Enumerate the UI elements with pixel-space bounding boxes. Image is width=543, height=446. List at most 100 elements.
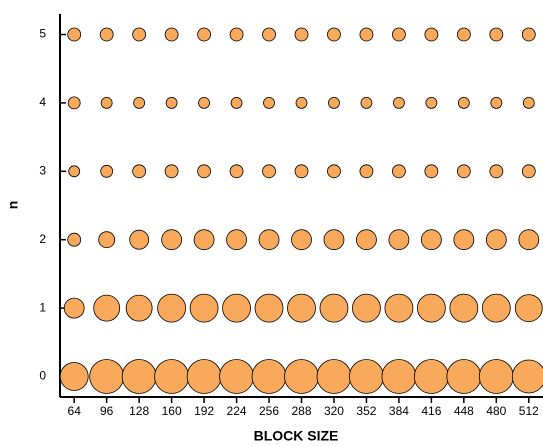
bubble	[319, 293, 349, 323]
bubble	[360, 97, 373, 109]
bubble	[197, 164, 211, 179]
bubble	[294, 164, 309, 179]
bubble	[93, 294, 121, 322]
x-tick-label: 320	[324, 404, 344, 418]
bubble	[489, 164, 504, 179]
y-tick-label: 1	[39, 300, 46, 314]
bubble	[67, 232, 82, 247]
x-tick-label: 384	[389, 404, 409, 418]
bubble	[63, 297, 85, 319]
bubble	[457, 97, 470, 109]
bubble	[521, 164, 536, 179]
x-tick-label: 224	[227, 404, 247, 418]
bubble	[287, 293, 316, 323]
bubble	[100, 164, 114, 178]
y-axis-label: n	[5, 201, 21, 210]
x-tick-label: 416	[421, 404, 441, 418]
bubble	[219, 359, 254, 394]
bubble	[198, 97, 210, 109]
bubble	[481, 293, 511, 323]
bubble	[254, 293, 284, 323]
bubble	[328, 97, 340, 109]
bubble	[511, 359, 543, 394]
bubble	[230, 97, 243, 109]
x-tick-label: 96	[100, 404, 114, 418]
bubble	[485, 229, 507, 251]
x-tick-label: 192	[194, 404, 214, 418]
bubble	[327, 27, 341, 42]
bubble	[68, 165, 81, 178]
bubble	[478, 359, 514, 394]
x-tick-label: 64	[68, 404, 82, 418]
bubble	[356, 229, 377, 251]
y-tick-label: 5	[39, 27, 46, 41]
x-axis-label: BLOCK SIZE	[254, 428, 339, 444]
bubble	[132, 27, 147, 42]
bubble	[67, 27, 82, 42]
bubble	[456, 27, 471, 42]
bubble	[89, 359, 125, 394]
x-tick-label: 128	[129, 404, 149, 418]
bubble	[186, 359, 222, 394]
bubble	[349, 359, 384, 394]
bubble	[392, 27, 406, 42]
bubble	[295, 97, 308, 109]
bubble	[291, 229, 312, 251]
bubble	[98, 231, 116, 249]
x-tick-label: 256	[259, 404, 279, 418]
bubble	[263, 97, 275, 109]
bubble	[416, 293, 446, 323]
bubble	[446, 359, 482, 394]
bubble	[359, 164, 374, 179]
y-tick-label: 0	[39, 369, 46, 383]
bubble	[384, 293, 414, 323]
bubble	[327, 164, 341, 179]
bubble	[449, 293, 479, 323]
bubble	[424, 164, 439, 179]
bubble	[229, 164, 244, 179]
bubble	[522, 97, 535, 109]
bubble	[316, 359, 352, 394]
x-tick-label: 160	[162, 404, 182, 418]
y-tick-label: 4	[39, 95, 46, 109]
bubble	[388, 229, 410, 251]
bubble	[100, 97, 113, 109]
bubble	[129, 229, 150, 250]
bubble	[133, 97, 146, 109]
bubble	[284, 359, 319, 394]
bubble	[294, 27, 309, 42]
bubble	[99, 27, 114, 42]
bubble	[262, 27, 276, 42]
bubble	[165, 97, 178, 109]
x-tick-label: 448	[454, 404, 474, 418]
x-tick-label: 352	[356, 404, 376, 418]
x-tick-label: 288	[291, 404, 311, 418]
bubble	[164, 27, 179, 42]
bubble	[521, 27, 536, 42]
bubble	[154, 359, 190, 394]
bubble	[229, 27, 244, 42]
bubble	[193, 229, 215, 251]
bubble	[161, 229, 183, 251]
x-tick-label: 512	[519, 404, 539, 418]
bubble	[413, 359, 449, 394]
bubble	[425, 97, 438, 109]
bubble	[420, 229, 442, 251]
bubble	[352, 293, 381, 323]
bubble	[67, 96, 81, 110]
bubble	[121, 359, 157, 394]
bubble	[59, 362, 89, 391]
y-tick-label: 2	[39, 232, 46, 246]
bubble	[392, 164, 406, 179]
bubble	[262, 164, 276, 179]
bubble	[359, 27, 374, 42]
bubble	[456, 164, 471, 179]
bubble	[125, 294, 153, 322]
y-tick-label: 3	[39, 163, 46, 177]
bubble	[258, 229, 280, 251]
bubble	[197, 27, 211, 42]
bubble	[453, 229, 475, 251]
bubble	[424, 27, 439, 42]
bubble	[226, 229, 247, 251]
